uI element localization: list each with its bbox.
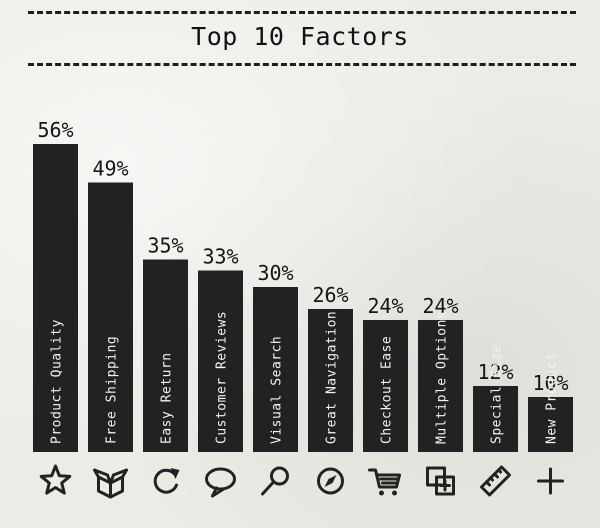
bar-1 [33,144,78,452]
compass-icon [317,467,344,495]
value-label-2: 49% [92,157,128,181]
plus-icon [537,467,564,495]
value-label-4: 33% [202,245,238,269]
bar-4 [198,270,243,452]
top-dashed-divider [28,11,576,14]
bar-5 [253,287,298,452]
value-label-5: 30% [257,261,293,285]
value-label-1: 56% [37,118,73,142]
category-label-1: Product Quality [50,319,65,444]
category-label-6: Great Navigation [325,311,340,444]
ruler-icon [480,465,511,497]
category-label-7: Checkout Ease [380,336,395,444]
box-icon [93,468,128,499]
value-label-9: 12% [477,360,513,384]
category-label-9: Special Size [490,344,505,444]
value-label-8: 24% [422,294,458,318]
bar-7 [363,320,408,452]
search-icon [261,466,289,496]
bar-9 [473,386,518,452]
value-label-6: 26% [312,283,348,307]
chart-title: Top 10 Factors [191,22,409,51]
value-label-7: 24% [367,294,403,318]
category-label-3: Easy Return [160,352,175,444]
bar-6 [308,309,353,452]
category-label-5: Visual Search [270,336,285,444]
bar-8 [418,320,463,452]
refresh-icon [153,468,180,494]
bottom-dashed-divider [28,63,576,66]
category-label-2: Free Shipping [105,336,120,444]
category-label-4: Customer Reviews [215,311,230,444]
star-icon [39,464,72,495]
bar-3 [143,259,188,452]
value-label-3: 35% [147,234,183,258]
category-label-8: Multiple Options [435,311,450,444]
cart-icon [368,468,401,496]
bar-10 [528,397,573,452]
speech-bubble-icon [205,467,236,498]
add-layers-icon [426,466,455,496]
bar-2 [88,182,133,452]
value-label-10: 10% [532,371,568,395]
category-label-10: New Product [545,352,560,444]
